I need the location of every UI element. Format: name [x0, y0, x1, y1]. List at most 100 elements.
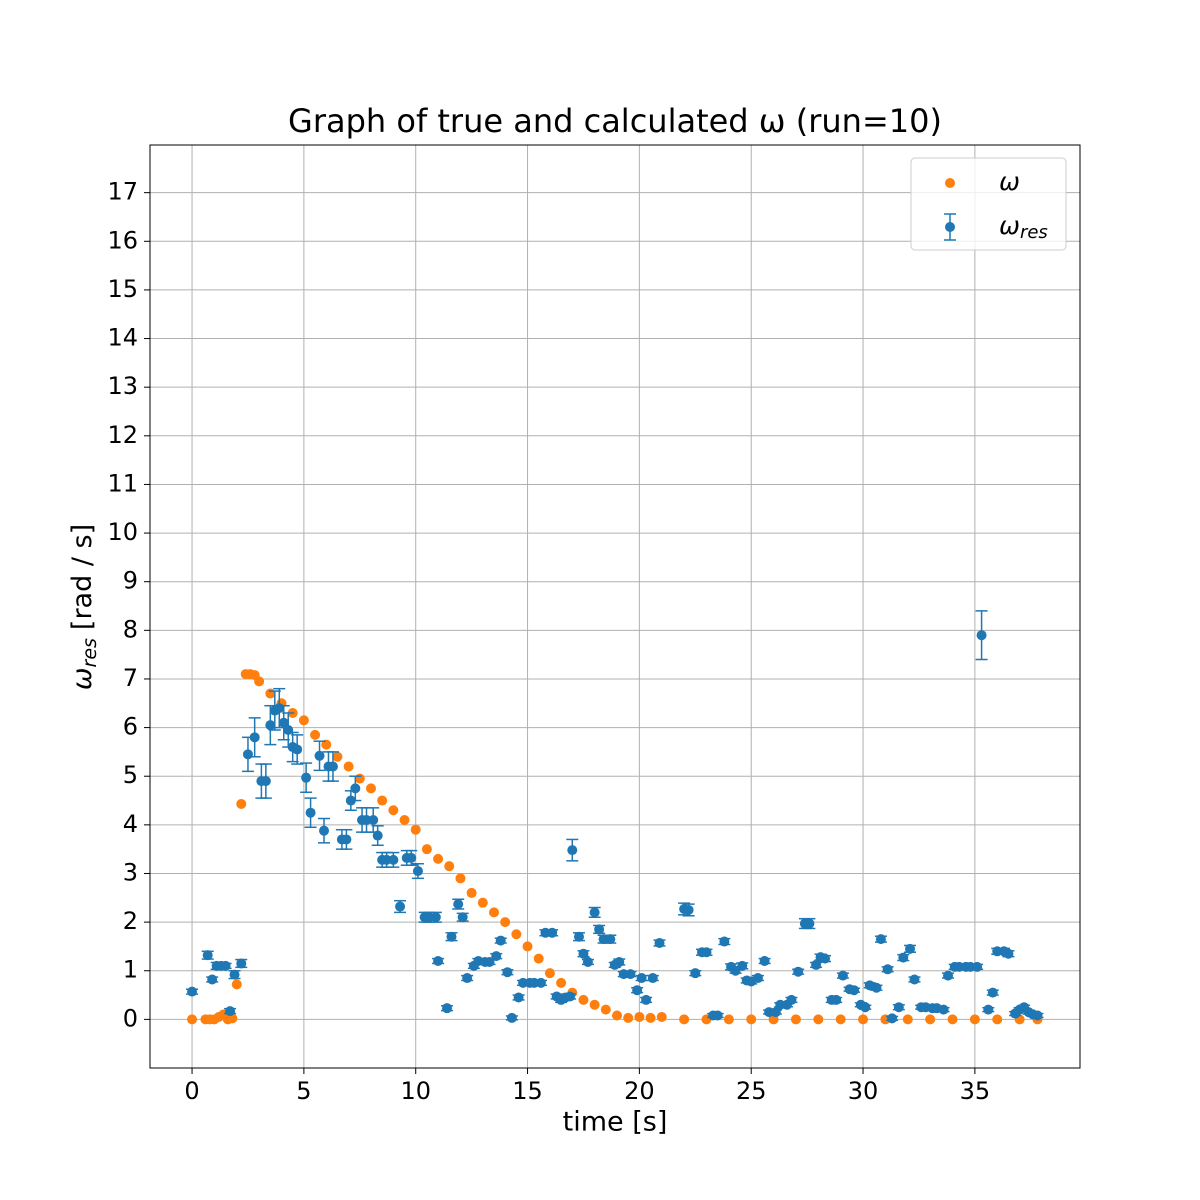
point [793, 966, 804, 977]
point [737, 960, 748, 971]
point [656, 1011, 667, 1022]
point [533, 953, 544, 964]
y-tick-label: 16 [107, 226, 138, 254]
point [835, 1014, 846, 1025]
point [860, 1002, 871, 1013]
plot-frame [149, 144, 1081, 1069]
point [634, 1011, 645, 1022]
point [260, 776, 271, 787]
y-axis-label: ωres [rad / s] [67, 524, 101, 690]
point [858, 1014, 869, 1025]
point [187, 986, 198, 997]
point [556, 977, 567, 988]
y-label-subscript: res [79, 638, 101, 668]
point [321, 739, 332, 750]
point [535, 977, 546, 988]
point [972, 961, 983, 972]
point [623, 1012, 634, 1023]
point [600, 1004, 611, 1015]
point [368, 814, 379, 825]
x-tick-label: 30 [848, 1077, 879, 1105]
point [849, 985, 860, 996]
point [225, 1006, 236, 1017]
point [513, 992, 524, 1003]
point [484, 956, 495, 967]
point [455, 873, 466, 884]
point [236, 798, 247, 809]
point [433, 853, 444, 864]
legend-name: ω [999, 167, 1020, 196]
point [625, 969, 636, 980]
point [987, 987, 998, 998]
point [992, 1014, 1003, 1025]
point [399, 814, 410, 825]
point [354, 773, 365, 784]
x-tick-label: 15 [512, 1077, 543, 1105]
point [752, 973, 763, 984]
point [274, 703, 285, 714]
point [477, 897, 488, 908]
point [444, 861, 455, 872]
point [837, 970, 848, 981]
point [310, 729, 321, 740]
point [544, 968, 555, 979]
point [502, 967, 513, 978]
point [236, 958, 247, 969]
point [943, 970, 954, 981]
x-tick-label: 20 [624, 1077, 655, 1105]
point [350, 783, 361, 794]
point [229, 969, 240, 980]
point [265, 720, 276, 731]
point [636, 973, 647, 984]
y-tick-label: 13 [107, 372, 138, 400]
point [712, 1010, 723, 1021]
point [500, 917, 511, 928]
point [495, 935, 506, 946]
point [319, 825, 330, 836]
point [790, 1014, 801, 1025]
point [1032, 1010, 1043, 1021]
point [298, 715, 309, 726]
point [466, 887, 477, 898]
point [547, 927, 558, 938]
point [305, 807, 316, 818]
point [679, 1014, 690, 1025]
point [654, 938, 665, 949]
point [723, 1014, 734, 1025]
point [804, 918, 815, 929]
point [947, 1014, 958, 1025]
point [887, 1013, 898, 1024]
point [341, 834, 352, 845]
point [372, 830, 383, 841]
point [898, 952, 909, 963]
y-tick-label: 2 [123, 907, 138, 935]
point [683, 904, 694, 915]
point [905, 943, 916, 954]
point [462, 973, 473, 984]
y-tick-label: 9 [123, 567, 138, 595]
point [1003, 948, 1014, 959]
y-tick-label: 1 [123, 956, 138, 984]
point [453, 899, 464, 910]
point [301, 772, 312, 783]
point [377, 795, 388, 806]
point [746, 1014, 757, 1025]
y-tick-label: 3 [123, 858, 138, 886]
point [327, 761, 338, 772]
point [406, 852, 417, 863]
point [882, 964, 893, 975]
point [594, 924, 605, 935]
point [220, 960, 231, 971]
y-label-unit: [rad / s] [67, 524, 98, 630]
point [719, 936, 730, 947]
point [820, 953, 831, 964]
point [421, 844, 432, 855]
point [395, 901, 406, 912]
y-tick-label: 11 [107, 469, 138, 497]
point [632, 985, 643, 996]
point [343, 761, 354, 772]
point [522, 941, 533, 952]
point [938, 1004, 949, 1015]
point [690, 968, 701, 979]
